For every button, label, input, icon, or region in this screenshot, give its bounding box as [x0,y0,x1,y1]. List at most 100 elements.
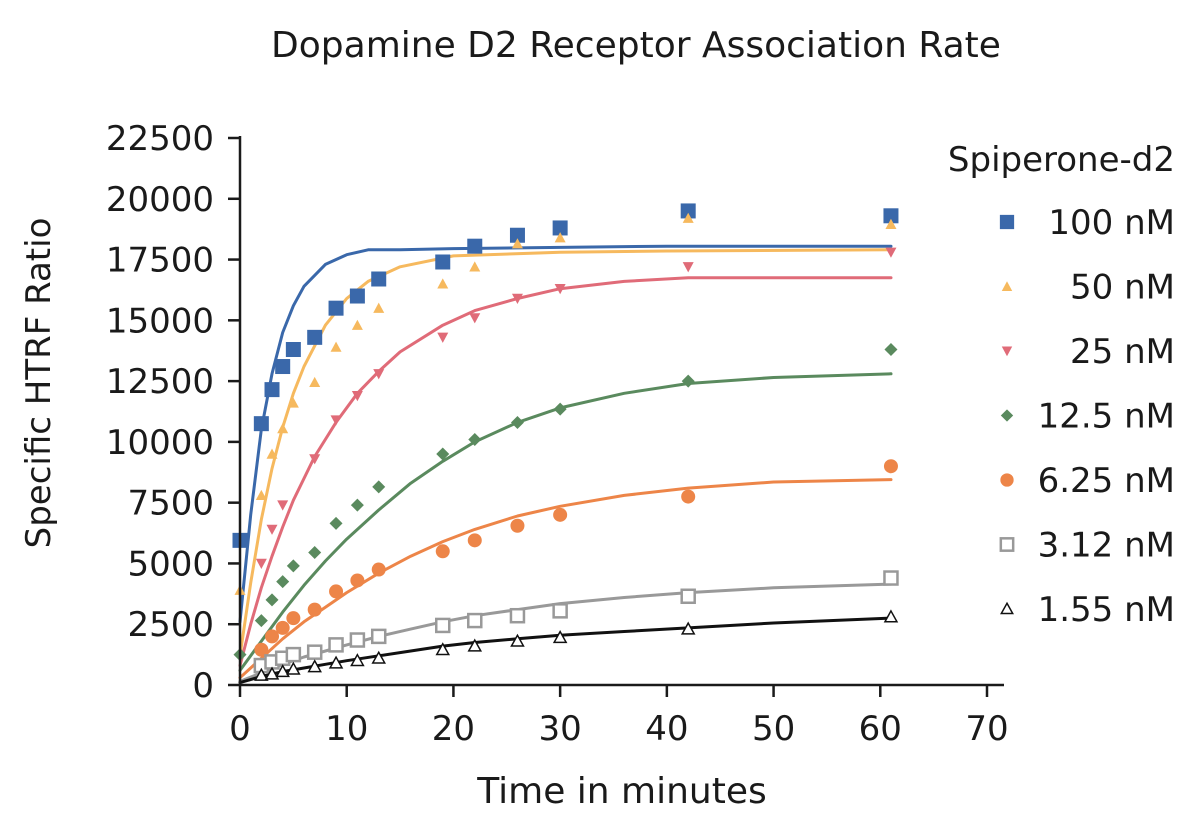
legend-label: 6.25 nM [1038,461,1175,501]
data-point [328,655,344,669]
fit-curve [238,248,893,658]
data-point [350,498,364,512]
data-point [511,238,523,249]
data-point [266,448,278,459]
legend-marker [1000,473,1014,487]
points-12-5-nm [233,343,898,662]
data-point [254,667,269,681]
data-point [469,313,481,324]
data-point [681,374,695,388]
y-tick-label: 10000 [106,423,214,463]
data-point [287,397,299,408]
data-point [309,376,321,388]
legend-label: 1.55 nM [1038,590,1175,630]
data-point [510,518,525,533]
data-point [371,650,387,664]
data-point [264,382,280,398]
y-tick-label: 22500 [106,119,214,159]
data-point [349,288,365,304]
fit-curve [238,276,893,668]
data-point [286,661,301,675]
data-point [373,302,385,313]
series-100-nm [238,244,893,624]
data-point [350,653,365,667]
data-point [554,232,566,243]
legend-label: 3.12 nM [1038,526,1175,566]
legend-label: 25 nM [1070,332,1175,372]
axes: 0 2500 5000 7500 10000 12500 15000 17500 20000 22… [106,119,1009,749]
data-point [883,459,898,474]
x-tick-label: 20 [432,709,475,749]
y-tick-label: 12500 [106,362,214,402]
plot-area [232,203,899,685]
x-tick-label: 10 [325,709,368,749]
x-axis-label: Time in minutes [476,771,767,812]
data-point [510,633,525,647]
data-point [308,546,322,560]
data-point [255,558,267,569]
x-tick-label: 0 [229,709,251,749]
points-1-55-nm [254,609,899,681]
data-point [552,220,568,236]
data-point [330,341,342,352]
data-point [467,612,483,629]
data-point [511,293,523,304]
legend-label: 100 nM [1048,203,1175,243]
data-point [437,278,449,289]
data-point [435,544,450,559]
legend-item: 6.25 nM [1000,461,1175,501]
data-point [255,489,267,501]
y-tick-label: 17500 [106,241,214,281]
y-tick-label: 7500 [127,484,214,524]
data-point [350,573,365,588]
data-point [351,319,363,330]
data-point [435,642,451,656]
x-tick-label: 50 [752,709,795,749]
legend-marker [1001,346,1013,357]
legend-item: 100 nM [999,203,1175,243]
data-point [435,254,451,270]
x-tick-label: 70 [965,709,1008,749]
data-point [467,638,483,652]
data-point [370,628,387,645]
data-point [309,454,321,465]
data-point [510,415,524,429]
data-point [286,559,300,573]
legend-item: 3.12 nM [999,526,1175,566]
data-point [509,607,526,624]
fit-curve [238,244,893,624]
data-point [328,300,344,316]
legend-title: Spiperone-d2 [948,140,1175,180]
legend-marker [1001,281,1013,291]
series-6-25-nm [238,478,893,680]
points-100-nm [232,203,899,548]
data-point [373,369,385,380]
y-tick-label: 0 [192,666,214,706]
data-point [885,247,897,258]
data-point [275,620,290,635]
data-point [468,432,482,446]
data-point [883,208,899,224]
data-point [554,284,566,295]
points-50-nm [234,212,897,595]
data-point [307,659,322,673]
series-50-nm [238,248,893,658]
data-point [553,507,568,522]
legend: 100 nM 50 nM 25 nM 12.5 nM 6.25 nM 3.12 nM 1.5… [999,203,1175,630]
data-point [328,637,344,653]
data-point [883,609,899,623]
legend-marker [999,537,1015,552]
legend-item: 25 nM [1001,332,1175,372]
data-point [265,593,279,607]
data-point [883,570,899,586]
legend-label: 12.5 nM [1038,397,1175,437]
data-point [884,343,898,357]
data-point [276,575,290,589]
legend-marker [999,214,1015,230]
data-point [682,262,694,273]
data-point [885,218,897,229]
y-tick-label: 5000 [127,544,214,584]
data-point [553,402,567,416]
points-6-25-nm [254,459,898,657]
